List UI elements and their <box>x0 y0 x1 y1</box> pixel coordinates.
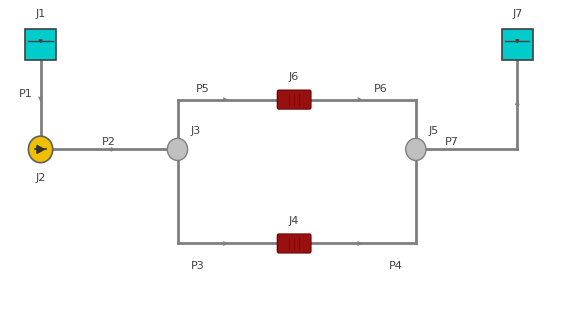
Polygon shape <box>37 145 44 153</box>
Text: J6: J6 <box>289 72 299 82</box>
Text: P1: P1 <box>19 89 32 99</box>
Text: J5: J5 <box>429 126 439 136</box>
Text: P2: P2 <box>102 137 115 147</box>
Text: J7: J7 <box>512 9 523 19</box>
Text: J3: J3 <box>191 126 201 136</box>
FancyBboxPatch shape <box>278 235 294 252</box>
Circle shape <box>406 138 426 160</box>
Text: J1: J1 <box>35 9 45 19</box>
Circle shape <box>168 138 187 160</box>
FancyBboxPatch shape <box>502 29 533 60</box>
Text: J4: J4 <box>289 216 299 226</box>
FancyBboxPatch shape <box>277 234 311 253</box>
Circle shape <box>28 136 53 163</box>
FancyBboxPatch shape <box>278 91 294 109</box>
Text: P4: P4 <box>389 261 403 271</box>
FancyBboxPatch shape <box>26 29 56 60</box>
Text: P5: P5 <box>196 84 210 94</box>
FancyBboxPatch shape <box>294 235 310 252</box>
Text: P6: P6 <box>374 84 387 94</box>
Text: P3: P3 <box>191 261 204 271</box>
Text: P7: P7 <box>444 137 458 147</box>
Text: J2: J2 <box>35 173 46 183</box>
FancyBboxPatch shape <box>277 90 311 109</box>
FancyBboxPatch shape <box>294 91 310 109</box>
